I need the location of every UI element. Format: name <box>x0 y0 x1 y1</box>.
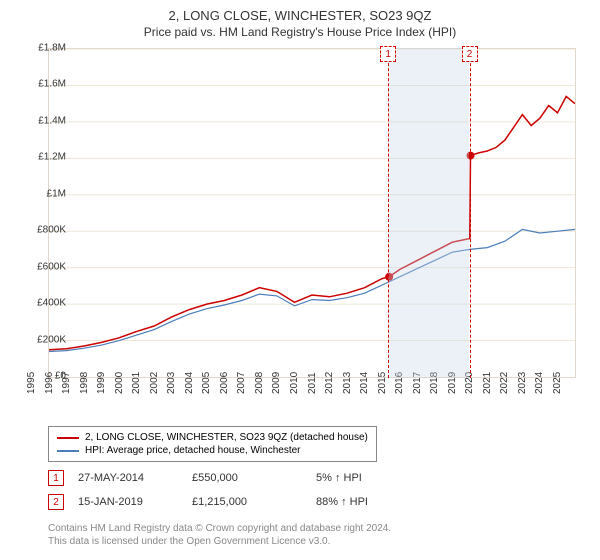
sale-price: £550,000 <box>192 472 302 484</box>
x-axis-tick: 2004 <box>184 372 195 394</box>
sale-row: 1 27-MAY-2014 £550,000 5% ↑ HPI <box>48 470 416 486</box>
footer-license: This data is licensed under the Open Gov… <box>48 535 391 548</box>
price-chart <box>48 48 576 378</box>
sale-date: 15-JAN-2019 <box>78 496 178 508</box>
y-axis-tick: £200K <box>37 334 66 345</box>
x-axis-tick: 2021 <box>482 372 493 394</box>
x-axis-tick: 2025 <box>552 372 563 394</box>
legend-label: HPI: Average price, detached house, Winc… <box>85 445 301 456</box>
x-axis-tick: 2000 <box>114 372 125 394</box>
sale-marker-icon: 2 <box>48 494 64 510</box>
y-axis-tick: £1M <box>47 188 66 199</box>
sale-vline <box>470 48 471 378</box>
sale-vline <box>388 48 389 378</box>
footer-copyright: Contains HM Land Registry data © Crown c… <box>48 522 391 535</box>
y-axis-tick: £1.2M <box>38 152 66 163</box>
y-axis-tick: £1.6M <box>38 79 66 90</box>
legend-item: HPI: Average price, detached house, Winc… <box>57 444 368 457</box>
x-axis-tick: 2014 <box>359 372 370 394</box>
x-axis-tick: 2024 <box>534 372 545 394</box>
shaded-period <box>388 48 469 378</box>
legend-swatch-icon <box>57 437 79 439</box>
sale-marker-icon: 1 <box>48 470 64 486</box>
x-axis-tick: 2010 <box>289 372 300 394</box>
x-axis-tick: 2006 <box>219 372 230 394</box>
legend-label: 2, LONG CLOSE, WINCHESTER, SO23 9QZ (det… <box>85 432 368 443</box>
x-axis-tick: 2015 <box>377 372 388 394</box>
x-axis-tick: 2009 <box>271 372 282 394</box>
y-axis-tick: £1.8M <box>38 43 66 54</box>
y-axis-tick: £1.4M <box>38 115 66 126</box>
sale-price: £1,215,000 <box>192 496 302 508</box>
x-axis-tick: 2002 <box>149 372 160 394</box>
x-axis-tick: 1999 <box>96 372 107 394</box>
page-title: 2, LONG CLOSE, WINCHESTER, SO23 9QZ <box>0 0 600 23</box>
x-axis-tick: 2012 <box>324 372 335 394</box>
sale-marker-label: 1 <box>380 46 396 62</box>
x-axis-tick: 2001 <box>131 372 142 394</box>
x-axis-tick: 1996 <box>44 372 55 394</box>
y-axis-tick: £600K <box>37 261 66 272</box>
x-axis-tick: 2008 <box>254 372 265 394</box>
x-axis-tick: 2003 <box>166 372 177 394</box>
sale-marker-label: 2 <box>462 46 478 62</box>
x-axis-tick: 1997 <box>61 372 72 394</box>
x-axis-tick: 1995 <box>26 372 37 394</box>
footer: Contains HM Land Registry data © Crown c… <box>48 522 391 548</box>
x-axis-tick: 2007 <box>236 372 247 394</box>
sale-pct: 88% ↑ HPI <box>316 496 416 508</box>
x-axis-tick: 2013 <box>342 372 353 394</box>
x-axis-tick: 2005 <box>201 372 212 394</box>
legend-swatch-icon <box>57 450 79 452</box>
sale-date: 27-MAY-2014 <box>78 472 178 484</box>
x-axis-tick: 1998 <box>79 372 90 394</box>
sale-row: 2 15-JAN-2019 £1,215,000 88% ↑ HPI <box>48 494 416 510</box>
legend-item: 2, LONG CLOSE, WINCHESTER, SO23 9QZ (det… <box>57 431 368 444</box>
y-axis-tick: £800K <box>37 225 66 236</box>
x-axis-tick: 2022 <box>499 372 510 394</box>
page-subtitle: Price paid vs. HM Land Registry's House … <box>0 23 600 45</box>
x-axis-tick: 2011 <box>307 372 318 394</box>
y-axis-tick: £400K <box>37 298 66 309</box>
x-axis-tick: 2023 <box>517 372 528 394</box>
legend: 2, LONG CLOSE, WINCHESTER, SO23 9QZ (det… <box>48 426 377 462</box>
sale-pct: 5% ↑ HPI <box>316 472 416 484</box>
